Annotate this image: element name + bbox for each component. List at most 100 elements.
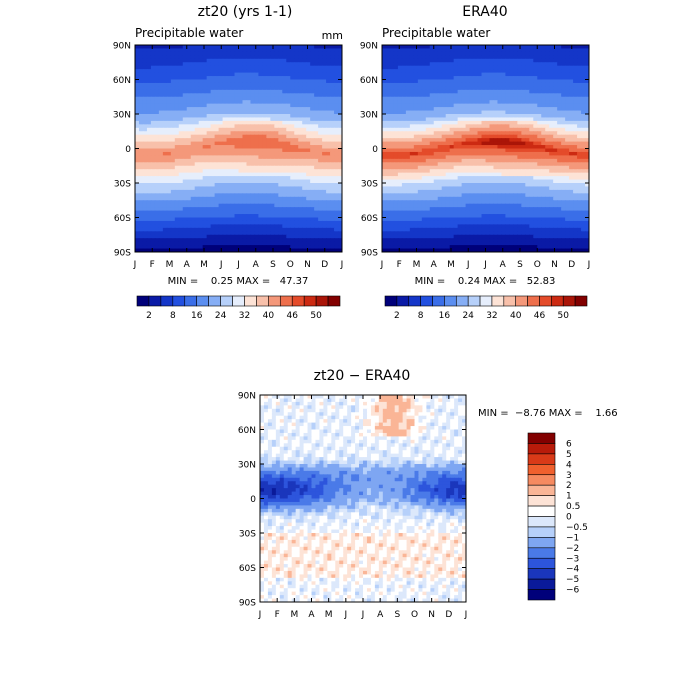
heatmap-cell [202, 165, 208, 170]
heatmap-cell [226, 162, 232, 167]
heatmap-cell [421, 100, 427, 105]
heatmap-cell [302, 158, 307, 163]
heatmap-cell [318, 107, 323, 112]
x-tick-label: N [304, 260, 311, 270]
heatmap-cell [158, 69, 164, 74]
heatmap-cell [338, 65, 342, 70]
heatmap-cell [302, 93, 307, 98]
heatmap-cell [441, 138, 447, 143]
heatmap-cell [286, 145, 291, 150]
heatmap-cell [218, 186, 224, 191]
heatmap-cell [146, 169, 152, 174]
heatmap-cell [405, 72, 411, 77]
heatmap-cell [250, 62, 256, 67]
heatmap-cell [190, 131, 196, 136]
heatmap-cell [154, 96, 160, 101]
heatmap-cell [250, 158, 256, 163]
heatmap-cell [135, 65, 140, 70]
heatmap-cell [198, 131, 204, 136]
heatmap-cell [186, 134, 192, 139]
heatmap-cell [417, 114, 423, 119]
heatmap-cell [417, 138, 423, 143]
heatmap-cell [481, 131, 487, 136]
heatmap-cell [389, 114, 395, 119]
heatmap-cell [334, 82, 339, 87]
heatmap-cell [198, 120, 204, 125]
heatmap-cell [457, 120, 463, 125]
heatmap-cell [194, 103, 200, 108]
heatmap-cell [533, 145, 538, 150]
heatmap-cell [158, 172, 164, 177]
heatmap-cell [561, 158, 566, 163]
heatmap-cell [310, 138, 315, 143]
heatmap-cell [202, 200, 208, 205]
heatmap-cell [489, 120, 495, 125]
heatmap-cell [274, 107, 279, 112]
heatmap-cell [274, 158, 279, 163]
heatmap-cell [517, 124, 522, 129]
heatmap-cell [521, 107, 526, 112]
heatmap-cell [230, 162, 236, 167]
heatmap-cell [553, 79, 558, 84]
heatmap-cell [286, 124, 291, 129]
heatmap-cell [206, 124, 212, 129]
heatmap-cell [282, 100, 287, 105]
heatmap-cell [214, 51, 220, 56]
heatmap-cell [158, 86, 164, 91]
heatmap-cell [497, 138, 503, 143]
heatmap-cell [585, 127, 589, 132]
heatmap-cell [557, 127, 562, 132]
heatmap-cell [190, 72, 196, 77]
heatmap-cell [553, 148, 558, 153]
heatmap-cell [581, 110, 586, 115]
heatmap-cell [250, 162, 256, 167]
heatmap-cell [298, 248, 303, 252]
heatmap-cell [465, 72, 471, 77]
heatmap-cell [513, 96, 518, 101]
heatmap-cell [425, 110, 431, 115]
heatmap-cell [501, 62, 506, 67]
heatmap-cell [246, 138, 252, 143]
heatmap-cell [170, 134, 176, 139]
heatmap-cell [389, 138, 395, 143]
heatmap-cell [314, 69, 319, 74]
heatmap-cell [306, 107, 311, 112]
heatmap-cell [138, 214, 144, 219]
heatmap-cell [286, 238, 291, 243]
heatmap-cell [517, 120, 522, 125]
heatmap-cell [142, 245, 148, 250]
heatmap-cell [266, 69, 271, 74]
heatmap-cell [294, 165, 299, 170]
heatmap-cell [250, 179, 256, 184]
heatmap-cell [302, 145, 307, 150]
heatmap-cell [453, 65, 459, 70]
heatmap-cell [469, 86, 475, 91]
heatmap-cell [461, 58, 467, 63]
heatmap-cell [206, 100, 212, 105]
heatmap-cell [270, 48, 275, 53]
heatmap-cell [170, 145, 176, 150]
heatmap-cell [298, 158, 303, 163]
heatmap-cell [485, 45, 491, 50]
heatmap-cell [497, 65, 503, 70]
heatmap-cell [318, 48, 323, 53]
heatmap-cell [234, 234, 240, 239]
heatmap-cell [421, 82, 427, 87]
heatmap-cell [565, 96, 570, 101]
heatmap-cell [314, 79, 319, 84]
heatmap-cell [549, 124, 554, 129]
heatmap-cell [206, 141, 212, 146]
heatmap-cell [298, 103, 303, 108]
heatmap-cell [338, 172, 342, 177]
heatmap-cell [262, 193, 267, 198]
heatmap-cell [194, 151, 200, 156]
heatmap-cell [282, 158, 287, 163]
heatmap-cell [218, 155, 224, 160]
heatmap-cell [389, 86, 395, 91]
heatmap-cell [178, 58, 184, 63]
heatmap-cell [242, 200, 248, 205]
heatmap-cell [521, 96, 526, 101]
heatmap-cell [182, 200, 188, 205]
heatmap-cell [382, 124, 387, 129]
heatmap-cell [234, 241, 240, 246]
